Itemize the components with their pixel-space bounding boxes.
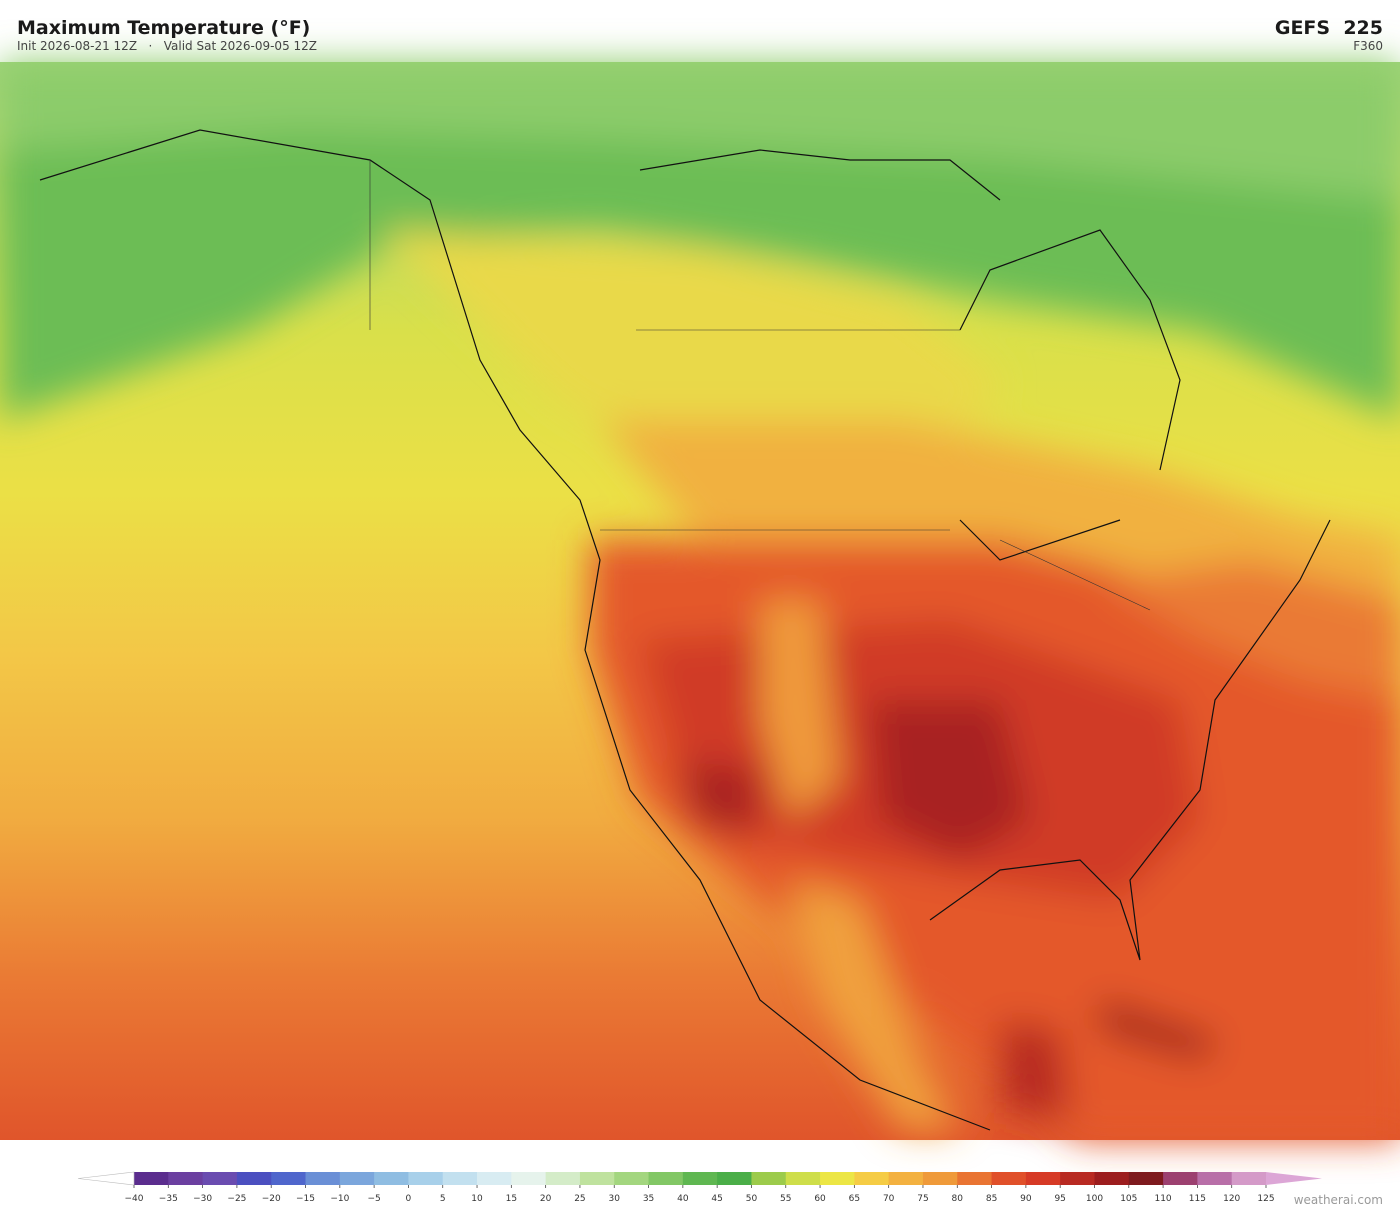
colorbar-segment xyxy=(820,1172,855,1185)
colorbar-segment xyxy=(648,1172,684,1185)
colorbar-segment xyxy=(442,1172,478,1185)
watermark: weatherai.com xyxy=(1294,1193,1383,1207)
colorbar-tick-label: 65 xyxy=(849,1194,860,1204)
colorbar-segment xyxy=(511,1172,547,1185)
colorbar-tick-label: −25 xyxy=(227,1194,246,1204)
colorbar-tick-label: 10 xyxy=(471,1194,483,1204)
colorbar-segment xyxy=(271,1172,307,1185)
colorbar-tick-label: 120 xyxy=(1223,1194,1240,1204)
colorbar-tick-label: 5 xyxy=(440,1194,446,1204)
colorbar-tick-label: 55 xyxy=(780,1194,791,1204)
colorbar-segment xyxy=(682,1172,718,1185)
colorbar-tick-label: 115 xyxy=(1189,1194,1206,1204)
colorbar-segment xyxy=(1060,1172,1095,1185)
model: GEFS 225 xyxy=(1275,17,1383,39)
colorbar-tick-label: 75 xyxy=(917,1194,928,1204)
colorbar-tick-label: 0 xyxy=(406,1194,412,1204)
colorbar-tick-label: 100 xyxy=(1086,1194,1103,1204)
colorbar-tick-label: −40 xyxy=(125,1194,144,1204)
colorbar-tick-label: 35 xyxy=(643,1194,654,1204)
colorbar-segment xyxy=(1231,1172,1267,1185)
colorbar-tick-label: −20 xyxy=(262,1194,281,1204)
colorbar-segment xyxy=(957,1172,993,1185)
colorbar-segment xyxy=(1025,1172,1061,1185)
colorbar-tick-label: 40 xyxy=(677,1194,689,1204)
colorbar-tick-label: 105 xyxy=(1120,1194,1137,1204)
colorbar-segment xyxy=(922,1172,958,1185)
colorbar-over xyxy=(1266,1172,1322,1185)
colorbar-tick-label: 50 xyxy=(746,1194,758,1204)
colorbar-segment xyxy=(579,1172,615,1185)
colorbar-segment xyxy=(717,1172,752,1185)
colorbar-tick-label: 20 xyxy=(540,1194,552,1204)
colorbar-tick-label: 15 xyxy=(506,1194,517,1204)
colorbar-segment xyxy=(374,1172,409,1185)
colorbar: −40 −35 −30 −25 −20 −15 −10 −5 0 5 10 15 20 25 30 35 40 4… xyxy=(77,1171,1322,1204)
colorbar-segment xyxy=(888,1172,924,1185)
colorbar-segment xyxy=(202,1172,238,1185)
colorbar-tick-label: 90 xyxy=(1020,1194,1032,1204)
colorbar-segment xyxy=(339,1172,375,1185)
colorbar-segment xyxy=(614,1172,650,1185)
subtitle: Init 2026-08-21 12Z · Valid Sat 2026-09-… xyxy=(17,39,317,53)
colorbar-segment xyxy=(1094,1172,1130,1185)
colorbar-tick-label: −10 xyxy=(330,1194,349,1204)
colorbar-tick-label: 125 xyxy=(1257,1194,1274,1204)
colorbar-tick-label: 85 xyxy=(986,1194,997,1204)
colorbar-segment xyxy=(408,1172,444,1185)
colorbar-tick-label: 30 xyxy=(609,1194,621,1204)
colorbar-segment xyxy=(751,1172,787,1185)
colorbar-tick-label: 95 xyxy=(1054,1194,1065,1204)
colorbar-tick-label: 70 xyxy=(883,1194,895,1204)
colorbar-segment xyxy=(991,1172,1027,1185)
colorbar-tick-label: 25 xyxy=(574,1194,585,1204)
colorbar-segment xyxy=(236,1172,272,1185)
map xyxy=(0,62,1400,1140)
colorbar-tick-label: −15 xyxy=(296,1194,315,1204)
colorbar-segment xyxy=(1128,1172,1164,1185)
colorbar-segment xyxy=(785,1172,821,1185)
colorbar-tick-label: 80 xyxy=(952,1194,964,1204)
colorbar-segment xyxy=(305,1172,341,1185)
colorbar-tick-label: 45 xyxy=(711,1194,722,1204)
colorbar-segment xyxy=(545,1172,581,1185)
colorbar-segment xyxy=(854,1172,890,1185)
forecast-hour: F360 xyxy=(1353,39,1383,53)
colorbar-tick-label: 110 xyxy=(1154,1194,1171,1204)
colorbar-tick-label: −35 xyxy=(159,1194,178,1204)
title: Maximum Temperature (°F) xyxy=(17,17,310,39)
colorbar-tick-label: −5 xyxy=(367,1194,380,1204)
colorbar-segment xyxy=(168,1172,204,1185)
colorbar-tick-label: 60 xyxy=(814,1194,826,1204)
colorbar-segment xyxy=(134,1172,169,1185)
colorbar-segment xyxy=(477,1172,512,1185)
colorbar-segment xyxy=(1197,1172,1233,1185)
colorbar-tick-label: −30 xyxy=(193,1194,212,1204)
colorbar-under xyxy=(77,1171,135,1186)
colorbar-segment xyxy=(1163,1172,1198,1185)
